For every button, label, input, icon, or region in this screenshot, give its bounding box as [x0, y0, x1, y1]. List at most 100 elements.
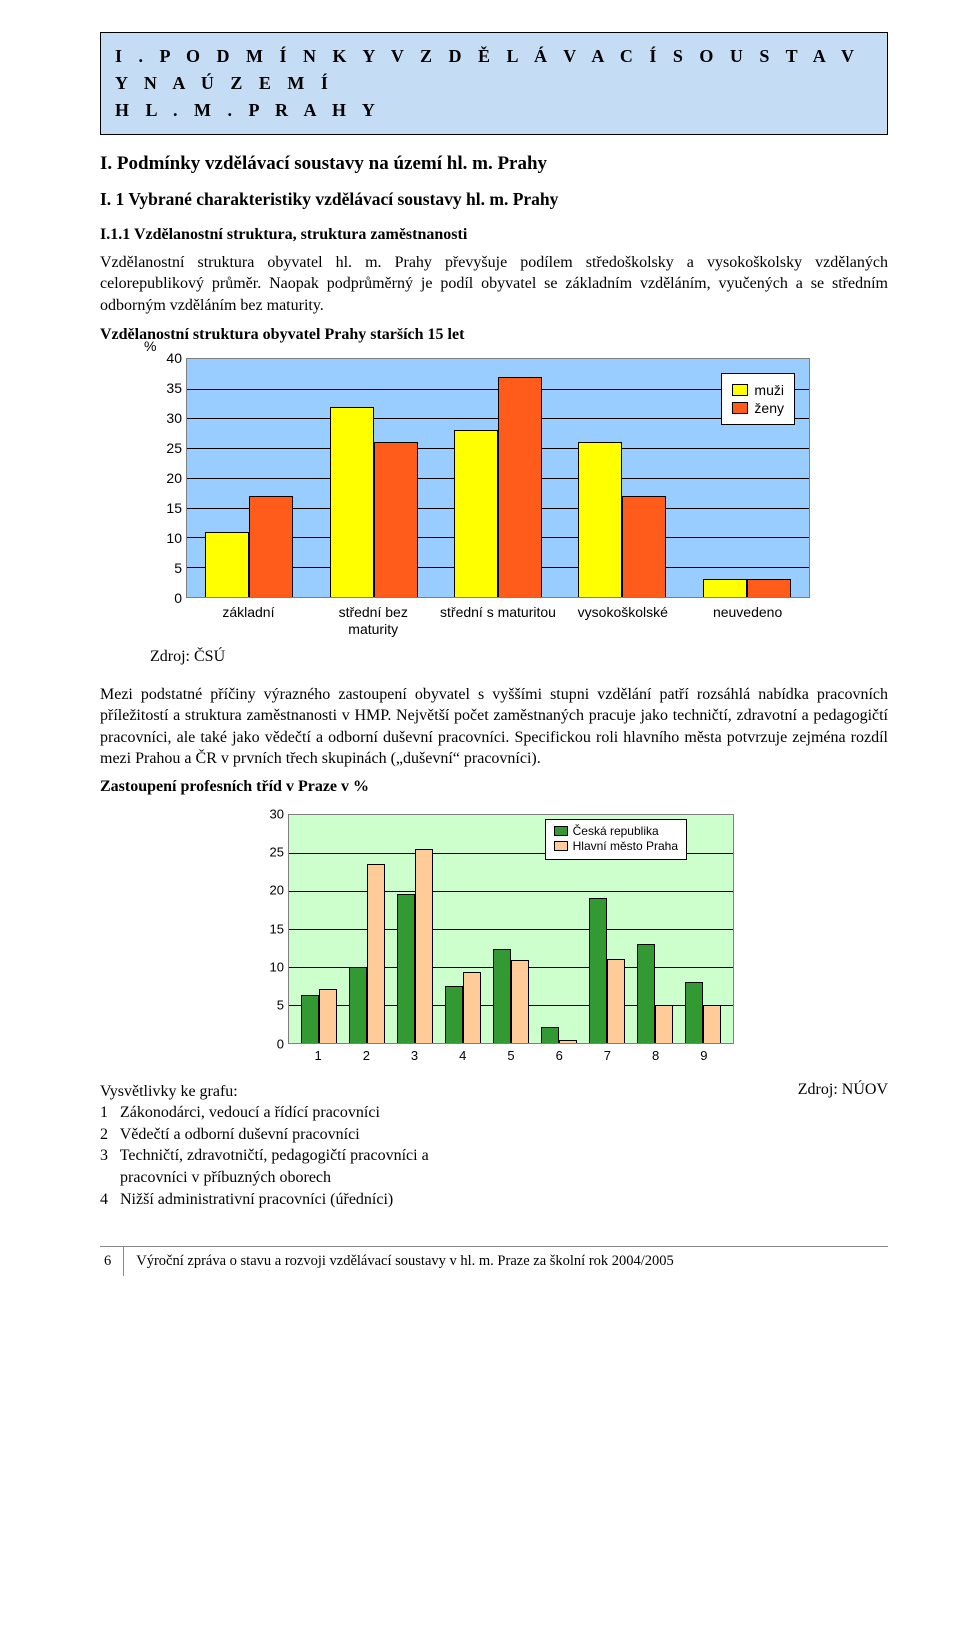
chart1-ytick: 20: [166, 470, 182, 486]
chart1-legend-row-1: ženy: [732, 400, 784, 416]
chart2: 051015202530 Česká republika Hlavní měst…: [100, 814, 888, 1063]
chart1-legend-swatch-1: [732, 402, 748, 414]
chart1-bar: [747, 579, 791, 597]
chart1-legend-swatch-0: [732, 384, 748, 396]
chart1-bar: [622, 496, 666, 597]
chart1-xlabel: střední bezmaturity: [311, 598, 436, 638]
chart2-group: [343, 815, 391, 1043]
chart2-xlabel: 8: [632, 1048, 680, 1063]
chart2-legend-item: 3 Techničtí, zdravotničtí, pedagogičtí p…: [100, 1145, 429, 1167]
chart2-group: [439, 815, 487, 1043]
chart1-ytick: 30: [166, 410, 182, 426]
chart2-legend-item: 2 Vědečtí a odborní duševní pracovníci: [100, 1124, 429, 1146]
chart2-source: Zdroj: NÚOV: [798, 1081, 888, 1211]
chart2-bar: [349, 967, 367, 1043]
chart2-wrap: 051015202530 Česká republika Hlavní měst…: [254, 814, 734, 1063]
chart2-bar: [367, 864, 385, 1043]
chart2-legend-row-1: Hlavní město Praha: [554, 839, 678, 853]
chart2-bar: [493, 949, 511, 1042]
chart2-xlabel: 6: [535, 1048, 583, 1063]
chart2-xlabel: 7: [583, 1048, 631, 1063]
chart2-bar: [685, 982, 703, 1043]
chart1-ytick: 10: [166, 530, 182, 546]
chart2-xlabel: 9: [680, 1048, 728, 1063]
chart2-plot: Česká republika Hlavní město Praha: [288, 814, 734, 1044]
chart2-bar: [463, 972, 481, 1043]
chart2-bar: [655, 1005, 673, 1043]
chart1-ytick: 5: [174, 560, 182, 576]
chart1-groups: [187, 359, 809, 597]
chart2-bar: [703, 1005, 721, 1043]
chart2-legend-swatch-1: [554, 841, 568, 851]
chart2-ytick: 25: [270, 844, 284, 859]
chart1-source: Zdroj: ČSÚ: [150, 648, 888, 666]
section-header-line1: I . P O D M Í N K Y V Z D Ě L Á V A C Í …: [115, 43, 873, 97]
chart2-legend-item: 4 Nižší administrativní pracovníci (úřed…: [100, 1189, 429, 1211]
chart2-y-axis: 051015202530: [254, 814, 288, 1044]
chart1: % 0510152025303540 muži ženy základnístř…: [100, 358, 888, 666]
section-header-box: I . P O D M Í N K Y V Z D Ě L Á V A C Í …: [100, 32, 888, 135]
paragraph-1: I.1.1 Vzdělanostní struktura, struktura …: [100, 224, 888, 246]
chart2-xlabel: 2: [342, 1048, 390, 1063]
chart2-xlabel: 4: [439, 1048, 487, 1063]
chart1-ytick: 35: [166, 380, 182, 396]
chart1-bar: [249, 496, 293, 597]
chart2-xlabel: 1: [294, 1048, 342, 1063]
chart1-plot: muži ženy: [186, 358, 810, 598]
chart1-group: [436, 359, 560, 597]
chart1-xlabel: neuvedeno: [685, 598, 810, 638]
chart1-bar: [454, 430, 498, 597]
chart2-ytick: 10: [270, 959, 284, 974]
chart2-legend-row-0: Česká republika: [554, 824, 678, 838]
chart1-group: [311, 359, 435, 597]
heading-h3-lead: I.1.1 Vzdělanostní struktura, struktura …: [100, 226, 467, 243]
chart2-legend-label-1: Hlavní město Praha: [573, 839, 678, 853]
chart1-ytick: 25: [166, 440, 182, 456]
chart1-legend-label-1: ženy: [754, 400, 784, 416]
chart2-ytick: 5: [277, 998, 284, 1013]
chart2-bar: [319, 989, 337, 1042]
chart1-bar: [205, 532, 249, 597]
page-footer: 6 Výroční zpráva o stavu a rozvoji vzděl…: [100, 1246, 888, 1276]
chart1-bar: [330, 407, 374, 597]
chart1-group: [187, 359, 311, 597]
chart2-ytick: 30: [270, 806, 284, 821]
chart1-y-axis: 0510152025303540: [150, 358, 186, 598]
chart2-title: Zastoupení profesních tříd v Praze v %: [100, 776, 888, 798]
chart2-legend-label-0: Česká republika: [573, 824, 659, 838]
chart1-title: Vzdělanostní struktura obyvatel Prahy st…: [100, 324, 888, 346]
paragraph-2: Mezi podstatné příčiny výrazného zastoup…: [100, 684, 888, 770]
chart2-bar: [397, 894, 415, 1042]
chart2-xlabel: 5: [487, 1048, 535, 1063]
page: I . P O D M Í N K Y V Z D Ě L Á V A C Í …: [0, 0, 960, 1308]
heading-h2: I. 1 Vybrané charakteristiky vzdělávací …: [100, 189, 888, 210]
chart2-legend-explain-row: Vysvětlivky ke grafu: 1 Zákonodárci, ved…: [100, 1081, 888, 1211]
chart1-group: [560, 359, 684, 597]
chart2-legend-items: 1 Zákonodárci, vedoucí a řídící pracovní…: [100, 1102, 429, 1210]
chart1-xlabel: základní: [186, 598, 311, 638]
section-header-line2: H L . M . P R A H Y: [115, 97, 873, 124]
chart1-legend: muži ženy: [721, 373, 795, 425]
chart2-bar: [607, 959, 625, 1043]
chart1-xlabel: vysokoškolské: [560, 598, 685, 638]
footer-text: Výroční zpráva o stavu a rozvoji vzděláv…: [124, 1247, 674, 1276]
chart2-group: [487, 815, 535, 1043]
chart2-legend-item: 1 Zákonodárci, vedoucí a řídící pracovní…: [100, 1102, 429, 1124]
chart1-legend-row-0: muži: [732, 382, 784, 398]
chart2-legend-swatch-0: [554, 826, 568, 836]
chart2-bar: [511, 960, 529, 1042]
chart2-ytick: 0: [277, 1036, 284, 1051]
page-number: 6: [100, 1247, 124, 1276]
chart1-bar: [498, 377, 542, 597]
heading-h1: I. Podmínky vzdělávací soustavy na území…: [100, 153, 888, 175]
heading-h3-block: I.1.1 Vzdělanostní struktura, struktura …: [100, 224, 888, 316]
chart2-xlabel: 3: [390, 1048, 438, 1063]
chart2-bar: [445, 986, 463, 1043]
chart2-group: [295, 815, 343, 1043]
chart2-bar: [559, 1040, 577, 1042]
chart2-group: [391, 815, 439, 1043]
chart1-bar: [578, 442, 622, 597]
chart2-bar: [415, 849, 433, 1043]
chart2-ytick: 20: [270, 883, 284, 898]
chart1-xlabel: střední s maturitou: [436, 598, 561, 638]
